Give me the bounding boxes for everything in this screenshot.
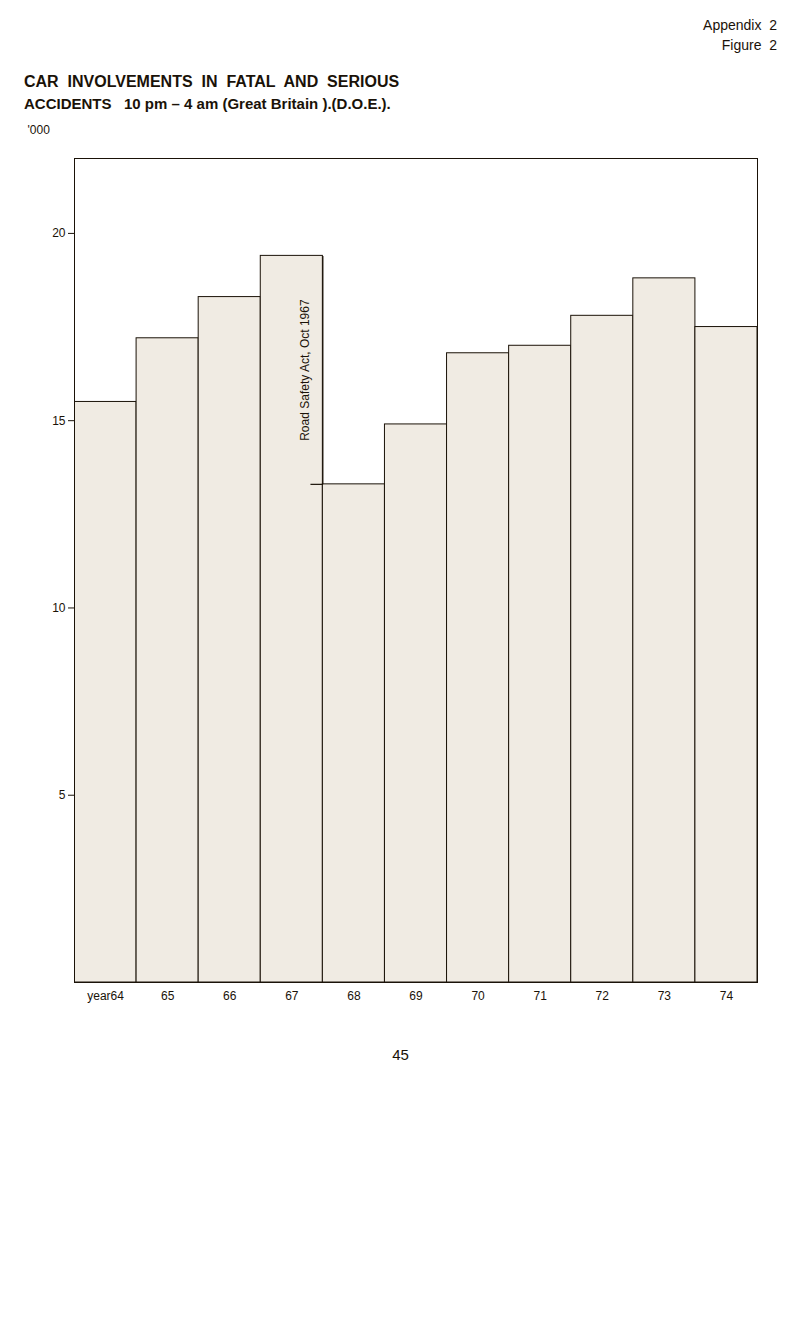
svg-text:67: 67: [285, 989, 299, 1003]
svg-text:Road Safety Act, Oct 1967: Road Safety Act, Oct 1967: [298, 299, 312, 441]
svg-text:73: 73: [658, 989, 672, 1003]
svg-text:5: 5: [59, 788, 66, 802]
html-text:45: 45: [392, 1046, 409, 1064]
svg-text:10: 10: [52, 601, 66, 615]
svg-text:70: 70: [471, 989, 485, 1003]
svg-text:65: 65: [161, 989, 175, 1003]
svg-text:71: 71: [534, 989, 548, 1003]
svg-text:69: 69: [409, 989, 423, 1003]
svg-text:20: 20: [52, 226, 66, 240]
svg-text:15: 15: [52, 414, 66, 428]
svg-text:year64: year64: [87, 989, 124, 1003]
svg-text:74: 74: [720, 989, 734, 1003]
svg-text:'000: '000: [28, 123, 51, 137]
svg-text:72: 72: [596, 989, 610, 1003]
html-text:ACCIDENTS 10 pm – 4 am (Great: ACCIDENTS 10 pm – 4 am (Great Britain ).…: [24, 95, 391, 113]
html-text:CAR INVOLVEMENTS IN FATAL AND: CAR INVOLVEMENTS IN FATAL AND SERIOUS: [24, 73, 400, 91]
html-text:Appendix 2 Figure 2: Appendix 2 Figure 2: [703, 17, 777, 53]
svg-text:66: 66: [223, 989, 237, 1003]
svg-text:68: 68: [347, 989, 361, 1003]
